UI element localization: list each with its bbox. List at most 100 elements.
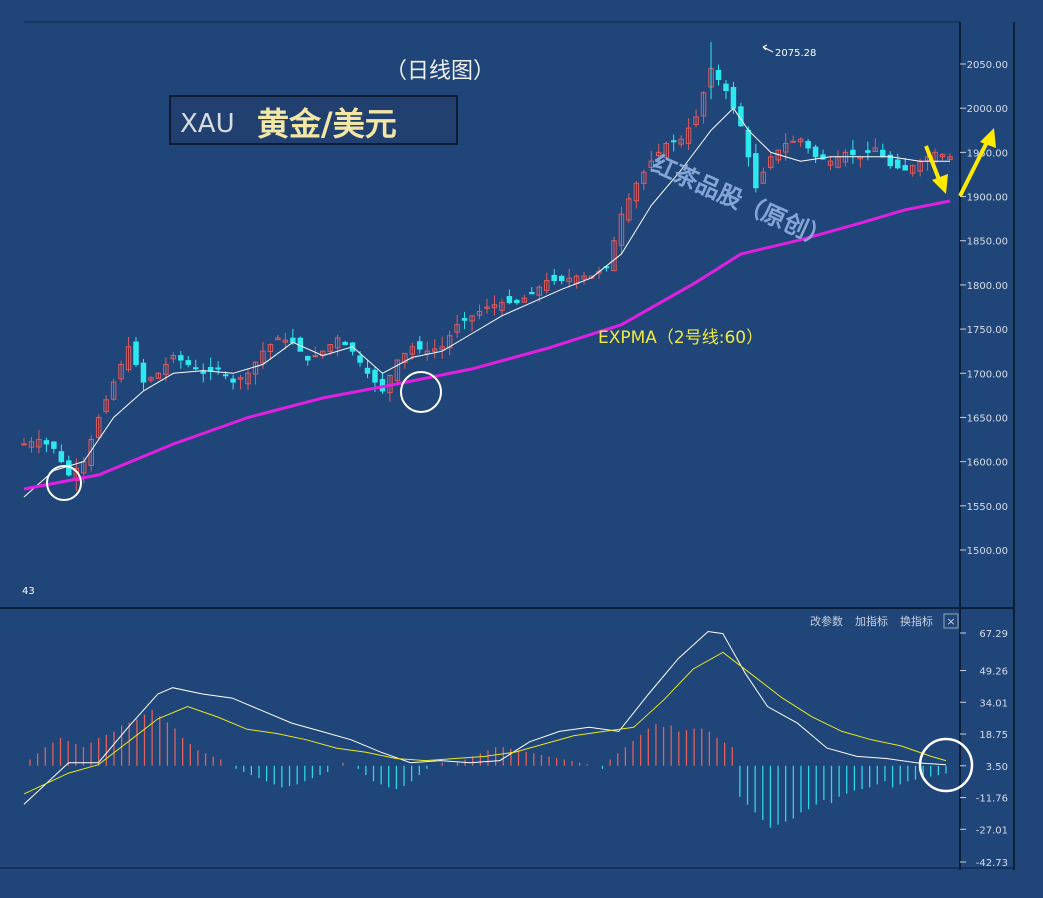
highlight-circle (46, 465, 82, 501)
candle-body (633, 182, 640, 202)
candle-body (685, 127, 692, 144)
candle-body (290, 337, 296, 343)
candle-body (95, 416, 102, 438)
candle-body (641, 171, 647, 184)
candle-body (103, 399, 109, 412)
candle-body (872, 147, 879, 152)
axis-tick-label: 1800.00 (967, 281, 1008, 292)
candle-body (865, 150, 871, 153)
switch-indicator-button[interactable]: 换指标 (900, 614, 933, 628)
arrow-icon (958, 128, 996, 197)
candle-body (887, 154, 893, 167)
candle-body (753, 153, 759, 189)
candle-body (469, 315, 475, 322)
candle-body (782, 143, 789, 153)
candle-body (678, 138, 684, 145)
candle-body (648, 160, 655, 168)
axis-tick-label: 67.29 (979, 629, 1008, 640)
axis-tick-label: 1900.00 (967, 193, 1008, 204)
candle-body (170, 355, 177, 360)
candle-body (275, 337, 281, 341)
candle-body (529, 291, 535, 295)
candle-body (506, 296, 513, 304)
candle-body (21, 443, 27, 446)
close-icon[interactable]: × (946, 615, 955, 628)
candle-body (140, 362, 147, 383)
candle-body (454, 324, 460, 333)
candle-body (723, 83, 729, 92)
candle-body (305, 355, 311, 361)
candle-body (909, 165, 916, 174)
candle-body (312, 355, 318, 358)
candle-body (193, 367, 199, 370)
candle-body (51, 441, 57, 449)
candle-body (245, 372, 251, 385)
candle-body (499, 302, 505, 311)
candle-body (484, 306, 490, 309)
close-box[interactable] (943, 613, 959, 629)
axis-tick-label: -42.73 (976, 858, 1008, 869)
candle-body (491, 304, 498, 309)
candle-body (185, 360, 192, 365)
candle-body (230, 378, 236, 383)
symbol-label: XAU (180, 109, 235, 139)
candle-body (148, 377, 154, 381)
candle-body (118, 363, 124, 380)
axis-tick-label: 1750.00 (967, 325, 1008, 336)
candle-body (267, 344, 274, 353)
candle-body (715, 69, 722, 80)
axis-tick-label: 3.50 (986, 762, 1008, 773)
macd-axis: 67.29 49.26 34.01 18.75 3.50 -11.76 -27.01 -42.… (960, 629, 1008, 869)
candle-body (902, 165, 908, 171)
instrument-name: 黄金/美元 (257, 105, 397, 143)
change-params-button[interactable]: 改参数 (810, 614, 843, 628)
left-edge-label: 43 (22, 586, 35, 597)
candle-body (364, 367, 371, 374)
peak-pointer (762, 44, 774, 53)
candles (21, 41, 953, 491)
candle-body (446, 335, 453, 349)
candle-body (760, 171, 767, 184)
candle-body (797, 138, 804, 143)
candle-body (581, 275, 587, 280)
macd-dif-line (23, 630, 947, 805)
candle-body (28, 441, 35, 448)
axis-tick-label: -27.01 (976, 825, 1008, 836)
candle-body (155, 372, 162, 379)
candle-body (58, 451, 65, 463)
candle-body (222, 374, 229, 377)
highlight-circle (918, 737, 974, 793)
candle-body (827, 160, 834, 166)
candle-body (237, 377, 244, 380)
symbol-box (169, 95, 458, 145)
price-axis: 2050.00 2000.00 1950.00 1900.00 1850.00 1800.… (960, 60, 1008, 557)
chart-title: （日线图） (385, 59, 495, 84)
axis-tick-label: 1700.00 (967, 369, 1008, 380)
candle-body (894, 159, 901, 169)
highlight-circle (400, 371, 442, 413)
expma60-line (23, 199, 951, 491)
candle-body (461, 318, 468, 321)
candle-body (163, 363, 169, 375)
candle-body (880, 149, 886, 158)
axis-tick-label: -11.76 (976, 794, 1008, 805)
axis-tick-label: 2000.00 (967, 104, 1008, 115)
candle-body (476, 310, 483, 316)
axis-tick-label: 1950.00 (967, 148, 1008, 159)
add-indicator-button[interactable]: 加指标 (855, 614, 888, 628)
axis-tick-label: 1600.00 (967, 458, 1008, 469)
candle-body (812, 146, 819, 158)
axis-tick-label: 1850.00 (967, 237, 1008, 248)
candle-body (282, 339, 289, 343)
candle-body (932, 151, 938, 163)
candle-body (939, 154, 946, 158)
ema-fast-line (23, 107, 950, 498)
candle-body (357, 355, 363, 363)
candle-body (178, 355, 184, 361)
candle-body (768, 156, 774, 168)
candle-body (43, 440, 50, 445)
candle-body (521, 297, 528, 303)
candle-body (110, 381, 117, 400)
candle-body (663, 143, 669, 158)
